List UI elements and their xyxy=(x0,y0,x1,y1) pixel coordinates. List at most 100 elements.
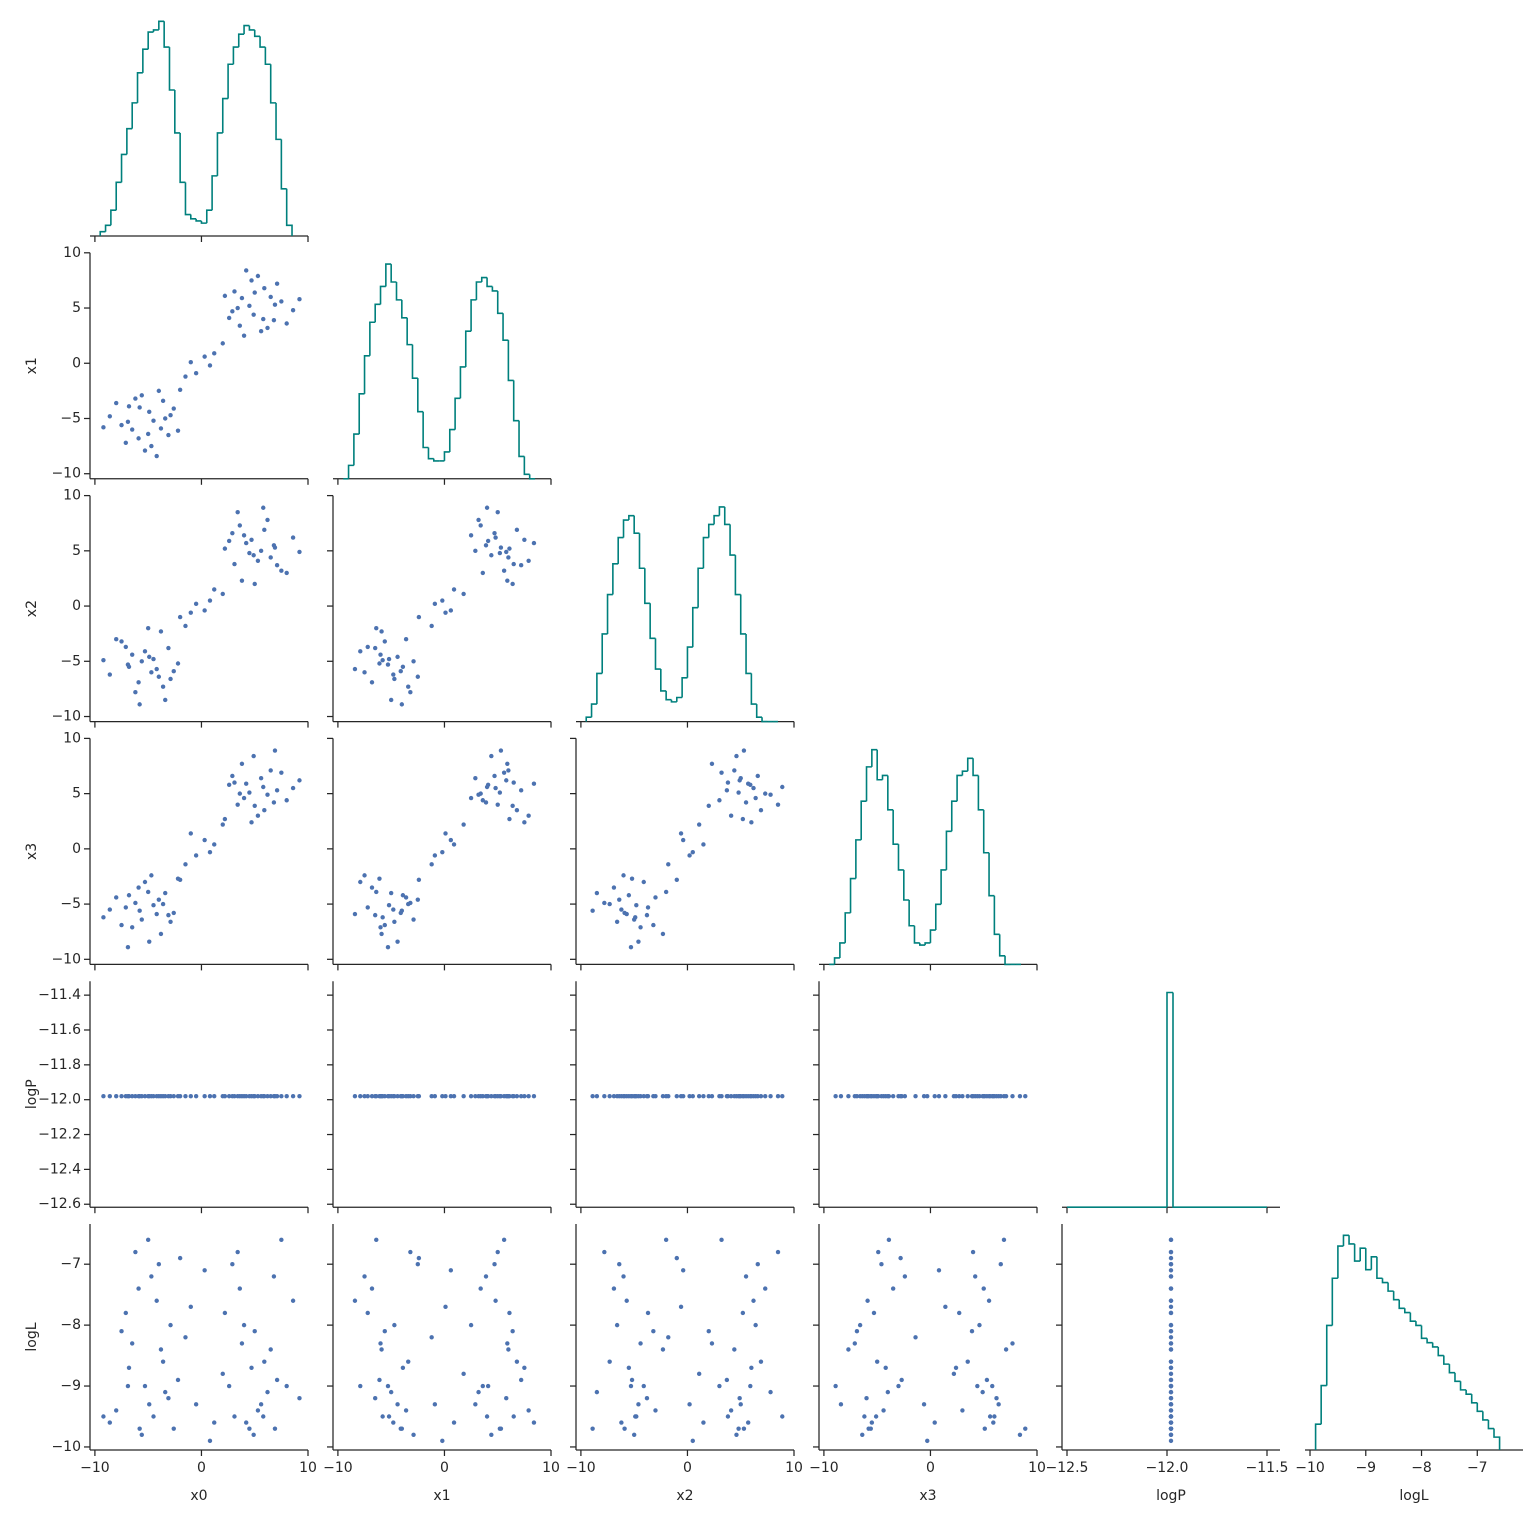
x-axis-label: logL xyxy=(1399,1488,1428,1504)
scatter-point xyxy=(495,1094,500,1099)
scatter-point xyxy=(129,652,135,657)
scatter-point xyxy=(666,862,671,867)
scatter-point xyxy=(732,768,737,773)
scatter-point xyxy=(145,889,151,895)
scatter-point xyxy=(114,400,119,406)
histogram-step xyxy=(432,458,440,462)
scatter-point xyxy=(151,902,156,908)
scatter-point xyxy=(382,639,387,644)
scatter-point xyxy=(504,549,509,555)
scatter-point xyxy=(101,657,106,663)
scatter-point xyxy=(736,1426,741,1431)
scatter-point xyxy=(740,1310,746,1316)
scatter-point xyxy=(624,1094,629,1099)
scatter-point xyxy=(645,1094,651,1099)
scatter-point xyxy=(297,1094,302,1099)
histogram-step xyxy=(897,844,904,871)
scatter-point xyxy=(429,862,434,867)
scatter-point xyxy=(388,890,394,896)
scatter-point xyxy=(268,294,273,300)
scatter-point xyxy=(107,1420,113,1425)
scatter-point xyxy=(142,879,148,885)
scatter-point xyxy=(846,1347,851,1352)
scatter-point xyxy=(400,1365,406,1370)
scatter-point xyxy=(411,917,416,922)
scatter-point xyxy=(728,1094,734,1099)
scatter-point xyxy=(129,1094,135,1099)
scatter-point xyxy=(641,1094,646,1099)
scatter-point xyxy=(986,1298,992,1303)
histogram-step xyxy=(1459,1381,1467,1391)
scatter-point xyxy=(626,1365,632,1370)
scatter-point xyxy=(728,1408,734,1413)
scatter-point xyxy=(399,702,405,707)
scatter-point xyxy=(230,1094,235,1099)
histogram-step xyxy=(285,188,293,236)
scatter-point xyxy=(629,1377,635,1383)
y-axis-label: logL xyxy=(24,1322,40,1351)
scatter-point xyxy=(126,1365,132,1370)
scatter-point xyxy=(780,1414,785,1419)
histogram-step xyxy=(665,690,672,701)
histogram-step xyxy=(200,220,207,224)
histogram-step xyxy=(1420,1325,1428,1340)
scatter-point xyxy=(973,1274,978,1279)
histogram-step xyxy=(913,925,920,944)
scatter-point xyxy=(226,315,232,321)
scatter-point xyxy=(415,674,421,679)
scatter-point xyxy=(899,1377,904,1383)
scatter-point xyxy=(125,1094,131,1099)
scatter-point xyxy=(168,1322,173,1328)
scatter-point xyxy=(395,1094,400,1099)
scatter-point xyxy=(936,1094,942,1099)
scatter-point xyxy=(489,553,494,558)
histogram-step xyxy=(1342,1234,1350,1247)
scatter-point xyxy=(745,1420,751,1425)
scatter-point xyxy=(399,1426,405,1431)
scatter-point xyxy=(473,548,478,554)
histogram-step xyxy=(528,474,536,480)
scatter-point xyxy=(874,1094,880,1099)
scatter-point xyxy=(380,915,385,920)
scatter-point xyxy=(483,800,489,805)
scatter-point xyxy=(188,1304,193,1310)
scatter-point xyxy=(526,558,531,563)
histogram-step xyxy=(221,97,229,133)
scatter-point xyxy=(226,538,232,544)
scatter-point xyxy=(898,1094,903,1099)
scatter-point xyxy=(297,549,302,555)
histogram-step xyxy=(628,514,635,521)
scatter-point xyxy=(272,545,278,550)
scatter-point xyxy=(222,816,228,822)
scatter-point xyxy=(969,1094,975,1099)
scatter-point xyxy=(511,561,516,567)
histogram-step xyxy=(745,633,752,675)
histogram-step xyxy=(385,263,392,287)
scatter-point xyxy=(951,1371,957,1377)
histogram-step xyxy=(491,286,498,292)
histogram-step xyxy=(237,33,245,48)
scatter-point xyxy=(237,523,243,528)
scatter-point xyxy=(775,802,781,807)
scatter-point xyxy=(696,1371,702,1377)
histogram-step xyxy=(1482,1411,1489,1421)
histogram-step xyxy=(147,31,154,50)
x-axis-label: x2 xyxy=(676,1488,693,1504)
scatter-point xyxy=(429,1335,434,1340)
scatter-point xyxy=(1168,1304,1174,1310)
histogram-step xyxy=(908,899,915,927)
scatter-point xyxy=(505,578,510,583)
scatter-point xyxy=(362,1274,367,1279)
histogram-step xyxy=(347,464,354,479)
scatter-point xyxy=(272,1094,278,1099)
histogram-step xyxy=(136,72,143,103)
scatter-point xyxy=(222,293,228,299)
histogram-step xyxy=(691,606,699,648)
scatter-point xyxy=(631,1432,637,1437)
scatter-point xyxy=(987,1094,993,1099)
scatter-point xyxy=(879,1262,884,1267)
histogram-step xyxy=(486,277,493,288)
scatter-point xyxy=(369,680,375,685)
scatter-point xyxy=(247,790,252,795)
histogram-step xyxy=(761,717,768,723)
